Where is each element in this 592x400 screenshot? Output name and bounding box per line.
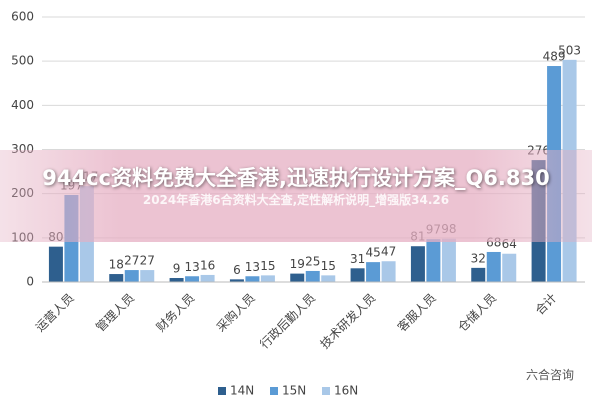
data-label: 489 (543, 50, 566, 64)
data-label: 25 (305, 254, 320, 268)
x-tick-label: 合计 (532, 290, 560, 318)
bar (124, 270, 139, 282)
data-label: 15 (321, 259, 336, 273)
data-label: 27 (124, 254, 139, 268)
data-label: 15 (260, 259, 275, 273)
bar (305, 270, 320, 282)
data-label: 16 (200, 258, 215, 272)
bar (245, 276, 260, 282)
y-tick-label: 600 (11, 10, 34, 24)
banner (0, 150, 592, 242)
bar (229, 279, 244, 282)
data-label: 47 (381, 245, 396, 259)
x-tick-label: 管理人员 (93, 290, 138, 335)
bar (321, 275, 336, 282)
banner-subtitle: 2024年香港6合资料大全查,定性解析说明_增强版34.26 (142, 193, 450, 207)
bar (486, 251, 501, 282)
bar (350, 268, 365, 282)
bar (381, 261, 396, 282)
bar (471, 267, 486, 282)
data-label: 13 (245, 260, 260, 274)
y-tick-label: 500 (11, 54, 34, 68)
data-label: 503 (558, 43, 581, 57)
data-label: 9 (173, 262, 181, 276)
x-tick-label: 仓储人员 (455, 290, 500, 335)
legend-label: 14N (230, 384, 254, 398)
data-label: 31 (350, 252, 365, 266)
bar (140, 270, 155, 282)
x-tick-label: 技术研发人员 (317, 290, 379, 352)
y-tick-label: 0 (26, 275, 34, 289)
legend-swatch (322, 387, 330, 395)
data-label: 6 (233, 263, 241, 277)
bar (260, 275, 275, 282)
legend-swatch (270, 387, 278, 395)
data-label: 18 (109, 258, 124, 272)
x-tick-label: 行政后勤人员 (257, 291, 318, 352)
bar (169, 278, 184, 282)
legend-label: 15N (282, 384, 306, 398)
y-tick-label: 400 (11, 98, 34, 112)
bar (410, 246, 425, 282)
banner-title: 944cc资料免费大全香港,迅速执行设计方案_Q6.830 (42, 166, 550, 190)
x-tick-label: 运营人员 (33, 291, 77, 335)
data-label: 32 (471, 251, 486, 265)
x-tick-label: 客服人员 (394, 290, 439, 335)
bar (200, 274, 215, 282)
bar (441, 238, 456, 282)
data-label: 45 (365, 246, 380, 260)
x-tick-label: 采购人员 (213, 290, 258, 335)
bar (109, 274, 124, 282)
watermark: 六合咨询 (525, 368, 574, 382)
x-tick-label: 财务人员 (153, 290, 198, 335)
data-label: 19 (290, 257, 305, 271)
data-label: 13 (184, 260, 199, 274)
bar (185, 276, 200, 282)
data-label: 27 (140, 254, 155, 268)
legend-swatch (218, 387, 226, 395)
bar (48, 246, 63, 282)
bar (290, 273, 305, 282)
bar (366, 262, 381, 282)
legend-label: 16N (334, 384, 358, 398)
bar (502, 253, 517, 282)
bar (426, 239, 441, 282)
